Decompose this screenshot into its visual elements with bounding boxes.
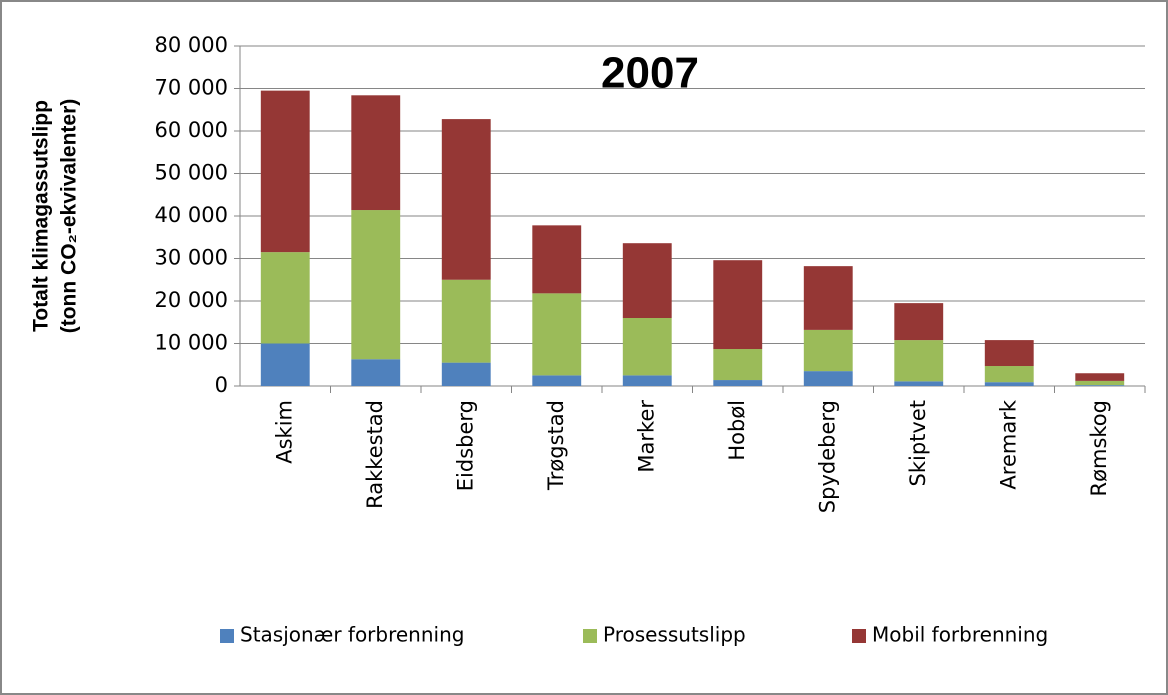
bar-segment xyxy=(894,340,944,382)
bar-segment xyxy=(622,318,672,376)
bar-segment xyxy=(260,90,310,253)
bar-segment xyxy=(351,359,401,386)
x-tick-label: Eidsberg xyxy=(453,400,477,491)
bar-segment xyxy=(532,225,582,294)
bar-segment xyxy=(622,243,672,318)
bar-segment xyxy=(532,293,582,376)
bar-segment xyxy=(622,375,672,386)
bar-segment xyxy=(984,366,1034,383)
y-tick-label: 40 000 xyxy=(155,203,228,227)
y-axis-title: Totalt klimagassutslipp (tonn CO₂-ekviva… xyxy=(30,99,81,334)
bar-segment xyxy=(1075,373,1125,381)
bar-segment xyxy=(1075,380,1125,386)
bar-segment xyxy=(713,260,763,350)
bar-segment xyxy=(894,303,944,341)
y-tick-label: 70 000 xyxy=(155,76,228,100)
legend-swatch xyxy=(220,629,234,643)
bar-segment xyxy=(803,329,853,372)
bar-segment xyxy=(532,375,582,386)
x-tick-label: Hobøl xyxy=(725,400,749,461)
y-tick-label: 30 000 xyxy=(155,246,228,270)
chart-title: 2007 xyxy=(601,49,699,98)
bar-segment xyxy=(260,343,310,386)
legend-label: Stasjonær forbrenning xyxy=(240,623,464,647)
y-tick-label: 10 000 xyxy=(155,331,228,355)
y-label-line: Totalt klimagassutslipp xyxy=(30,100,53,332)
bar-segment xyxy=(441,279,491,363)
legend-swatch xyxy=(583,629,597,643)
x-tick-label: Spydeberg xyxy=(815,400,839,513)
bar-segment xyxy=(441,119,491,280)
bar-segment xyxy=(441,362,491,386)
bar-segment xyxy=(713,349,763,381)
bar-segment xyxy=(803,371,853,386)
x-tick-label: Skiptvet xyxy=(906,400,930,486)
bar-segment xyxy=(803,266,853,330)
bar-segment xyxy=(984,382,1034,386)
bar-segment xyxy=(1075,385,1125,386)
x-tick-label: Rømskog xyxy=(1087,400,1111,496)
x-tick-label: Askim xyxy=(272,400,296,464)
legend-label: Mobil forbrenning xyxy=(872,623,1048,647)
y-tick-label: 50 000 xyxy=(155,161,228,185)
y-tick-label: 80 000 xyxy=(155,33,228,57)
bar-segment xyxy=(984,340,1034,367)
y-label-line: (tonn CO₂-ekvivalenter) xyxy=(58,99,81,334)
legend-label: Prosessutslipp xyxy=(603,623,746,647)
bar-segment xyxy=(351,95,401,211)
y-tick-label: 60 000 xyxy=(155,118,228,142)
bar-segment xyxy=(894,381,944,386)
bar-segment xyxy=(713,380,763,386)
y-tick-label: 20 000 xyxy=(155,288,228,312)
x-tick-label: Trøgstad xyxy=(544,400,568,491)
bar-segment xyxy=(260,252,310,344)
x-tick-label: Aremark xyxy=(996,399,1020,489)
bar-segment xyxy=(351,210,401,360)
y-tick-label: 0 xyxy=(215,373,228,397)
legend-swatch xyxy=(852,629,866,643)
x-tick-label: Rakkestad xyxy=(363,400,387,509)
x-tick-label: Marker xyxy=(634,400,658,473)
